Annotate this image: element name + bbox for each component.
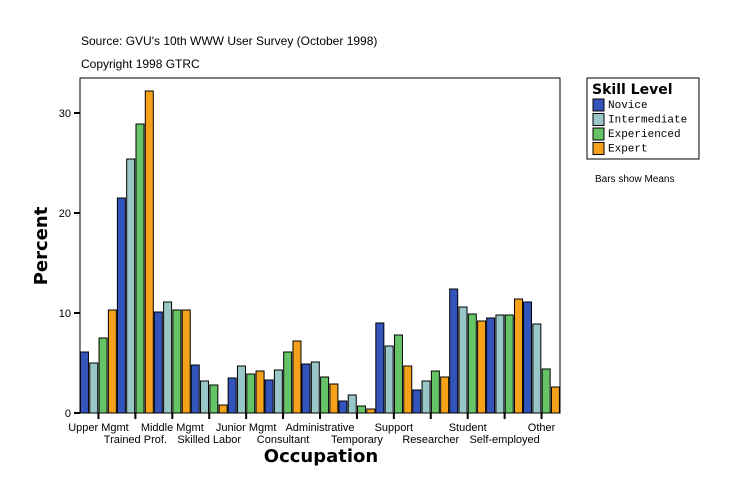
source-line: Source: GVU's 10th WWW User Survey (Octo… (81, 34, 377, 48)
bar-intermediate (532, 323, 542, 414)
bar-experienced (393, 334, 403, 414)
bar-expert (514, 298, 524, 414)
bar-novice (486, 317, 496, 414)
bar-expert (255, 370, 265, 414)
x-tick-label: Self-employed (469, 434, 539, 446)
bar-intermediate (458, 306, 468, 414)
bar-experienced (320, 376, 330, 414)
bar-experienced (283, 351, 293, 414)
y-tick-label: 0 (65, 408, 71, 420)
bar-experienced (209, 384, 219, 414)
x-tick-label: Researcher (402, 434, 459, 446)
x-tick-label: Skilled Labor (177, 434, 241, 446)
x-tick-label: Middle Mgmt (141, 422, 204, 434)
bar-intermediate (200, 380, 210, 414)
bar-experienced (357, 405, 367, 414)
x-tick-label: Junior Mgmt (216, 422, 277, 434)
legend-box (586, 77, 700, 160)
bar-expert (181, 309, 191, 414)
legend-swatch (592, 142, 605, 155)
bar-expert (366, 408, 376, 414)
bar-intermediate (236, 365, 246, 414)
bar-intermediate (126, 158, 136, 414)
bar-experienced (541, 368, 551, 414)
x-tick-label: Upper Mgmt (68, 422, 129, 434)
bar-experienced (430, 370, 440, 414)
x-tick-label: Temporary (331, 434, 383, 446)
legend-swatch (592, 113, 605, 126)
bar-novice (116, 197, 126, 414)
x-tick-label: Trained Prof. (104, 434, 167, 446)
bar-novice (375, 322, 385, 414)
bar-experienced (135, 123, 145, 414)
y-tick-label: 30 (59, 108, 71, 120)
note-text: Bars show Means (595, 174, 674, 185)
bar-intermediate (347, 394, 357, 414)
x-axis-label: Occupation (264, 446, 378, 467)
legend-item: Experienced (608, 129, 681, 141)
x-tick-label: Support (375, 422, 414, 434)
bar-novice (79, 351, 89, 414)
bar-intermediate (421, 380, 431, 414)
bar-expert (218, 404, 228, 414)
bar-expert (107, 309, 117, 414)
bar-intermediate (495, 314, 505, 414)
x-tick-label: Other (528, 422, 556, 434)
bar-expert (403, 365, 413, 414)
copyright-line: Copyright 1998 GTRC (81, 57, 200, 71)
y-tick-label: 20 (59, 208, 71, 220)
bar-expert (550, 386, 560, 414)
bar-experienced (467, 313, 477, 414)
legend-title: Skill Level (592, 82, 673, 98)
x-tick-label: Student (449, 422, 487, 434)
bar-novice (190, 364, 200, 414)
bar-novice (227, 377, 237, 414)
legend-item: Intermediate (608, 115, 687, 127)
legend-swatch (592, 98, 605, 112)
bar-experienced (246, 373, 256, 414)
y-tick-label: 10 (59, 308, 71, 320)
bar-novice (153, 311, 163, 414)
x-tick-label: Consultant (257, 434, 310, 446)
bar-novice (412, 389, 422, 414)
y-axis-label: Percent (31, 206, 52, 285)
bar-novice (264, 379, 274, 414)
legend-item: Expert (608, 144, 648, 156)
bar-intermediate (310, 361, 320, 414)
bar-intermediate (163, 301, 173, 414)
bar-experienced (504, 314, 514, 414)
bar-experienced (172, 309, 182, 414)
bar-intermediate (384, 345, 394, 414)
bar-expert (144, 90, 154, 414)
bar-novice (301, 363, 311, 414)
legend-swatch (592, 127, 605, 141)
bar-intermediate (273, 369, 283, 414)
bar-experienced (98, 337, 108, 414)
x-tick-label: Administrative (285, 422, 354, 434)
legend-item: Novice (608, 100, 648, 112)
bar-expert (329, 383, 339, 414)
bar-novice (523, 301, 533, 414)
bar-novice (449, 288, 459, 414)
bar-expert (292, 340, 302, 414)
bar-intermediate (89, 362, 99, 414)
bar-expert (440, 376, 450, 414)
bar-novice (338, 400, 348, 414)
bar-expert (477, 320, 487, 414)
